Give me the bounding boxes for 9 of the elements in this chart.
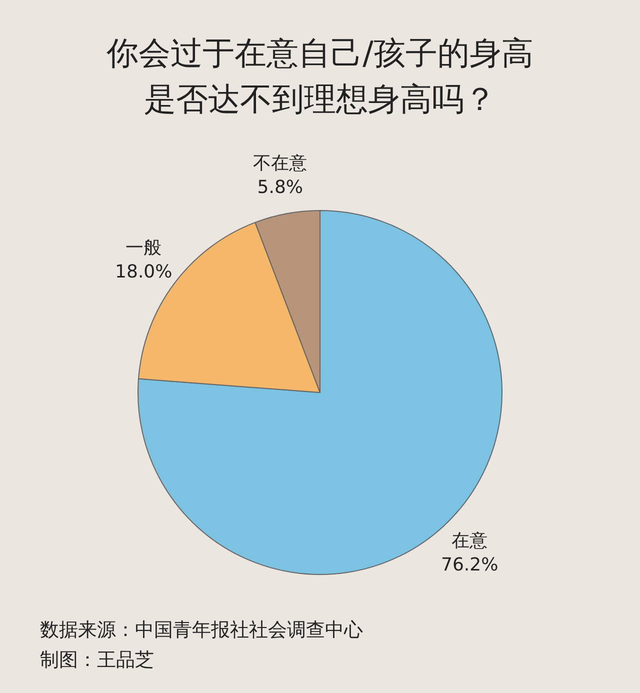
slice-label: 在意 [452, 530, 488, 552]
source-note: 数据来源：中国青年报社社会调查中心 [40, 618, 363, 643]
text: 制图：王品芝 [40, 648, 155, 673]
data-label: 18.0% [115, 262, 172, 283]
chart-title: 你会过于在意自己/孩子的身高是否达不到理想身高吗？ [106, 33, 534, 120]
data-label: 76.2% [440, 554, 498, 576]
slice-label: 一般 [126, 238, 162, 259]
data-label: 5.8% [257, 176, 303, 198]
slice-label: 不在意 [253, 152, 308, 174]
